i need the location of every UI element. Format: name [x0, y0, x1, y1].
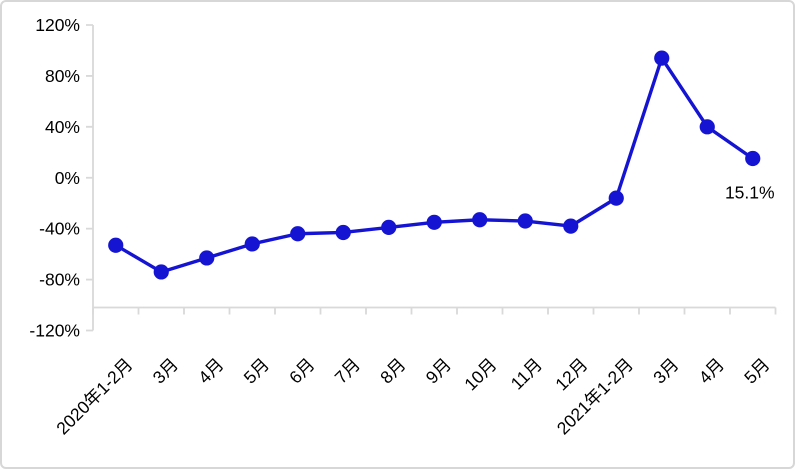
data-point: [563, 218, 579, 234]
x-axis-label: 5月: [740, 354, 773, 387]
y-axis-label: -40%: [39, 219, 80, 239]
x-axis-label: 2020年1-2月: [52, 354, 136, 438]
data-point: [426, 214, 442, 230]
data-point: [517, 213, 533, 229]
x-axis-label: 5月: [240, 354, 273, 387]
data-series: [108, 50, 761, 280]
data-point: [381, 219, 397, 235]
data-point: [699, 119, 715, 135]
y-axis-label: 120%: [35, 15, 80, 35]
data-point: [472, 212, 488, 228]
data-point: [244, 236, 260, 252]
y-axis-label: 0%: [55, 168, 80, 188]
data-point-label: 15.1%: [725, 183, 775, 203]
data-point: [199, 250, 215, 266]
data-point: [608, 190, 624, 206]
y-axis-label: 80%: [45, 66, 80, 86]
data-point: [108, 237, 124, 253]
data-label-group: 15.1%: [725, 183, 775, 203]
data-point: [290, 226, 306, 242]
series-path: [114, 56, 755, 274]
y-axis: 120% 80% 40% 0% -40% -80% -120%: [29, 15, 94, 341]
x-axis-label: 11月: [507, 354, 546, 393]
x-axis-label: 12月: [551, 354, 591, 394]
y-axis-label: -120%: [29, 321, 80, 341]
x-axis: 2020年1-2月 3月 4月 5月 6月 7月 8月 9月 10月 11月 12月2021年1-2…: [52, 306, 777, 438]
x-axis-label: 3月: [649, 354, 682, 387]
x-axis-label: 7月: [331, 354, 364, 387]
y-axis-label: -80%: [39, 270, 80, 290]
x-axis-label: 4月: [695, 354, 728, 387]
y-axis-label: 40%: [45, 117, 80, 137]
x-axis-label: 9月: [422, 354, 455, 387]
data-point: [745, 150, 761, 167]
x-axis-label: 3月: [149, 354, 182, 387]
data-point: [153, 264, 169, 280]
x-axis-label: 6月: [285, 354, 318, 387]
x-axis-label: 10月: [460, 354, 500, 394]
x-axis-label: 4月: [194, 354, 227, 387]
x-axis-label: 8月: [376, 354, 409, 387]
data-point: [335, 224, 351, 241]
data-point: [654, 50, 670, 66]
